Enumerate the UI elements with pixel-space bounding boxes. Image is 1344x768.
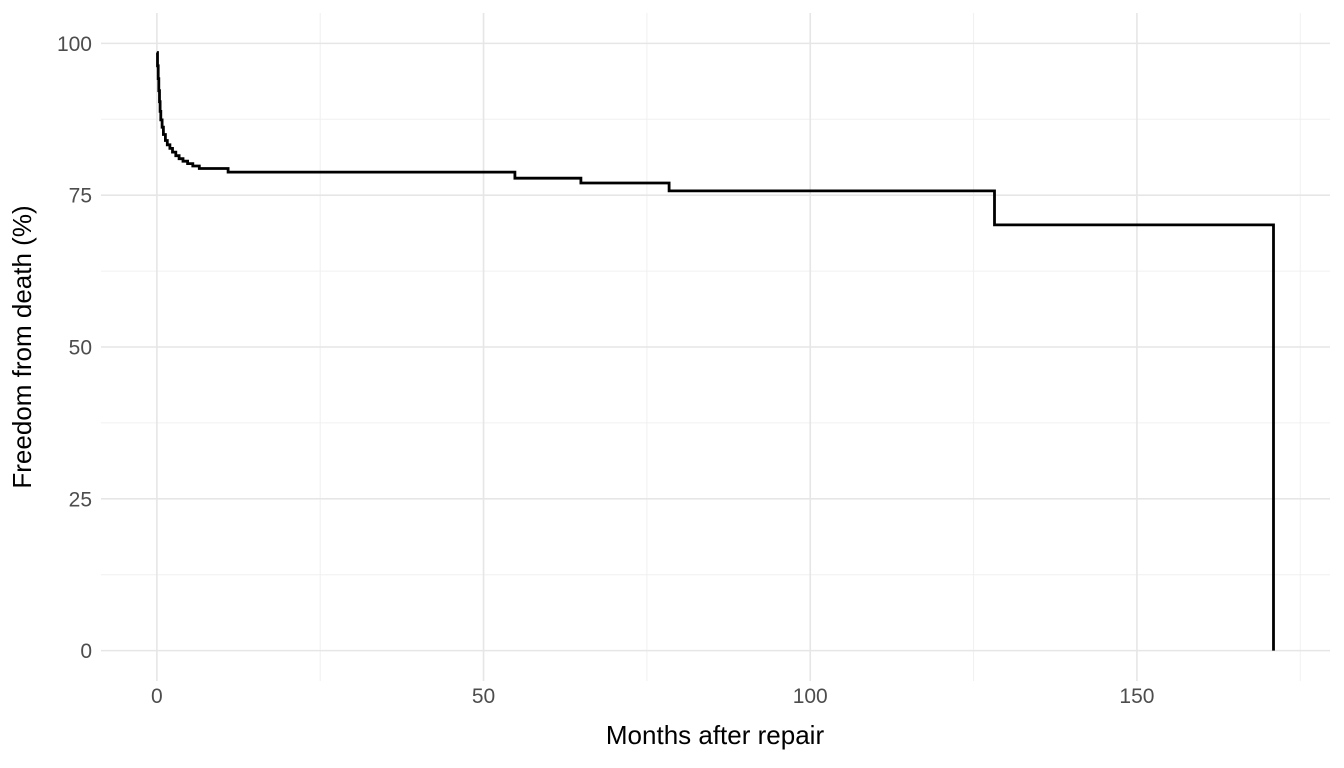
x-tick-label: 100	[793, 685, 828, 708]
y-tick-label: 25	[69, 488, 92, 511]
y-tick-label: 50	[69, 337, 92, 360]
x-tick-label: 0	[151, 685, 163, 708]
grid-minor-layer	[101, 13, 1330, 681]
curve-layer	[156, 51, 1275, 651]
y-tick-label: 75	[69, 185, 92, 208]
grid-major-layer	[101, 13, 1330, 681]
y-tick-label: 0	[80, 640, 92, 663]
y-tick-label: 100	[57, 33, 92, 56]
x-tick-label: 150	[1119, 685, 1154, 708]
x-axis-tick-labels: 0 50 100 150	[151, 685, 1154, 708]
x-tick-label: 50	[472, 685, 495, 708]
y-axis-title: Freedom from death (%)	[7, 205, 37, 488]
km-curve	[156, 51, 1275, 651]
y-axis-tick-labels: 0 25 50 75 100	[57, 33, 92, 663]
x-axis-title: Months after repair	[606, 720, 825, 750]
